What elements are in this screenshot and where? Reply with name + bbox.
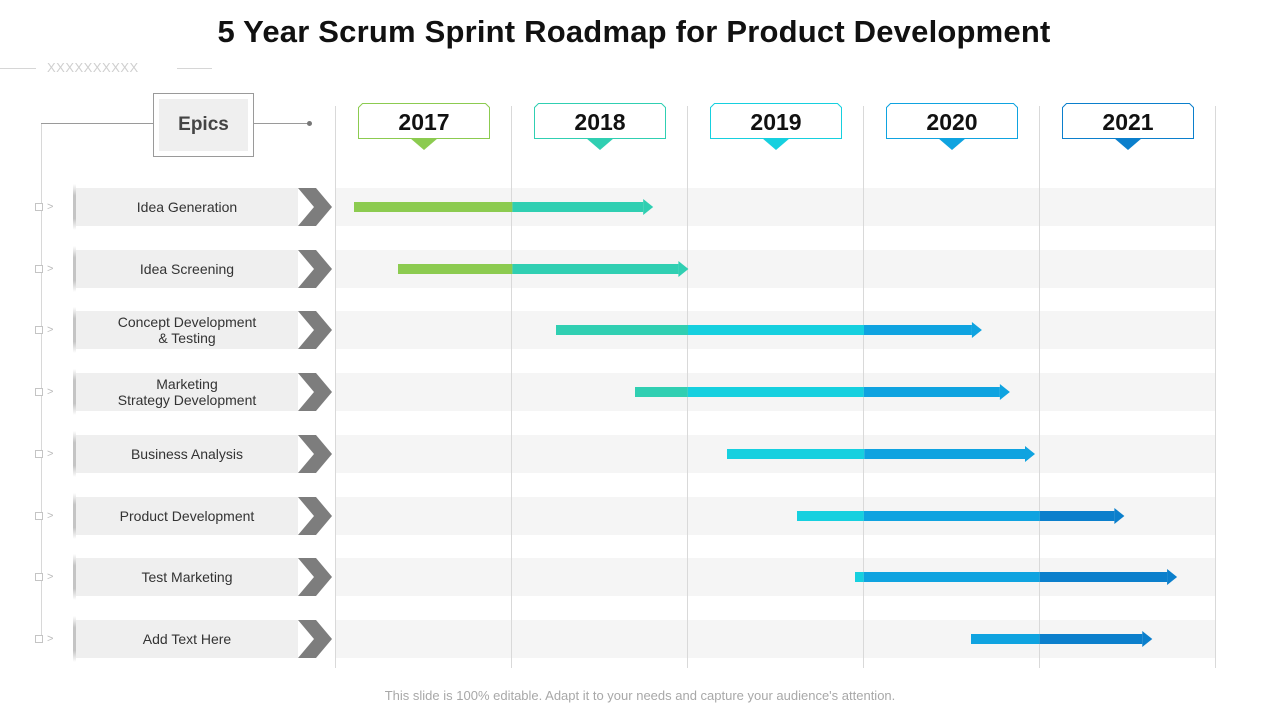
epics-connector-left: [41, 123, 153, 124]
year-grid-line: [1215, 106, 1216, 668]
bar-segment: [1039, 572, 1168, 583]
row-marker-icon: >: [35, 633, 57, 645]
year-label: 2018: [574, 109, 626, 135]
year-grid-line: [863, 106, 864, 668]
bar-arrowhead: [1167, 569, 1178, 586]
year-tab-2018: 2018: [534, 103, 666, 151]
bar-arrowhead: [971, 322, 982, 339]
year-tab-2017: 2017: [358, 103, 490, 151]
epic-row: Test Marketing: [73, 554, 334, 601]
row-marker-icon: >: [35, 386, 57, 398]
bar-segment: [863, 572, 1040, 583]
decorative-x-marks: XXXXXXXXXX: [47, 60, 139, 75]
bar-segment: [855, 572, 864, 583]
chevron-right-icon: [298, 558, 332, 597]
timeline-bar: [397, 258, 688, 280]
epics-connector-dot: [307, 121, 312, 126]
title-divider-left: [0, 68, 36, 69]
row-marker-icon: >: [35, 571, 57, 583]
timeline-bar: [726, 443, 1035, 465]
bar-segment: [397, 263, 512, 274]
epic-label: Marketing Strategy Development: [73, 369, 298, 416]
row-marker-icon: >: [35, 324, 57, 336]
bar-segment: [687, 387, 864, 398]
timeline-bar: [971, 628, 1153, 650]
row-marker-icon: >: [35, 263, 57, 275]
bar-arrowhead: [677, 260, 688, 277]
year-label: 2021: [1102, 109, 1154, 135]
page-title: 5 Year Scrum Sprint Roadmap for Product …: [217, 14, 1051, 49]
year-label: 2020: [926, 109, 978, 135]
chevron-right-icon: [298, 434, 332, 473]
timeline-bar: [855, 566, 1178, 588]
bar-arrowhead: [1024, 445, 1035, 462]
timeline-bar: [353, 196, 653, 218]
epic-row: Add Text Here: [73, 615, 334, 662]
chevron-right-icon: [298, 373, 332, 412]
chevron-right-icon: [298, 496, 332, 535]
bar-segment: [971, 633, 1040, 644]
epic-label: Add Text Here: [73, 615, 298, 662]
row-marker-icon: >: [35, 201, 57, 213]
bar-segment: [864, 325, 972, 336]
chevron-right-icon: [298, 188, 332, 226]
bar-segment: [726, 448, 864, 459]
chevron-right-icon: [298, 311, 332, 350]
epics-header: Epics: [159, 99, 248, 151]
epic-label: Product Development: [73, 492, 298, 539]
year-label: 2017: [398, 109, 450, 135]
bar-arrowhead: [642, 199, 653, 215]
chevron-right-icon: [298, 249, 332, 288]
timeline-bar: [635, 381, 1011, 403]
bar-segment: [556, 325, 688, 336]
year-grid-line: [687, 106, 688, 668]
bar-segment: [863, 510, 1040, 521]
year-grid-line: [511, 106, 512, 668]
row-marker-icon: >: [35, 510, 57, 522]
bar-arrowhead: [1000, 384, 1011, 401]
footer-note: This slide is 100% editable. Adapt it to…: [384, 688, 896, 703]
bar-segment: [797, 510, 864, 521]
bar-segment: [511, 202, 643, 212]
bar-segment: [863, 448, 1025, 459]
epics-connector-right: [254, 123, 309, 124]
bar-segment: [353, 202, 512, 212]
title-divider-right: [177, 68, 212, 69]
epics-header-box: Epics: [153, 93, 254, 157]
year-label: 2019: [750, 109, 802, 135]
bar-arrowhead: [1142, 630, 1153, 647]
bar-segment: [511, 263, 678, 274]
row-marker-icon: >: [35, 448, 57, 460]
year-grid-line: [335, 106, 336, 668]
year-grid-line: [1039, 106, 1040, 668]
bar-segment: [1039, 633, 1143, 644]
timeline-bar: [556, 319, 982, 341]
bar-segment: [863, 387, 1001, 398]
year-tab-2019: 2019: [710, 103, 842, 151]
bar-segment: [1039, 510, 1115, 521]
year-tab-2020: 2020: [886, 103, 1018, 151]
row-connector-line: [41, 123, 42, 639]
epic-label: Test Marketing: [73, 554, 298, 601]
epic-row: Concept Development & Testing: [73, 307, 334, 354]
bar-segment: [635, 387, 688, 398]
year-tab-2021: 2021: [1062, 103, 1194, 151]
epic-label: Idea Screening: [73, 245, 298, 292]
epic-label: Concept Development & Testing: [73, 307, 298, 354]
epic-row: Product Development: [73, 492, 334, 539]
epic-row: Idea Generation: [73, 184, 334, 230]
chevron-right-icon: [298, 619, 332, 658]
epic-row: Marketing Strategy Development: [73, 369, 334, 416]
bar-arrowhead: [1114, 507, 1125, 524]
epic-row: Business Analysis: [73, 430, 334, 477]
timeline-bar: [797, 505, 1125, 527]
epic-label: Business Analysis: [73, 430, 298, 477]
epic-row: Idea Screening: [73, 245, 334, 292]
bar-segment: [688, 325, 864, 336]
epic-label: Idea Generation: [73, 184, 298, 230]
